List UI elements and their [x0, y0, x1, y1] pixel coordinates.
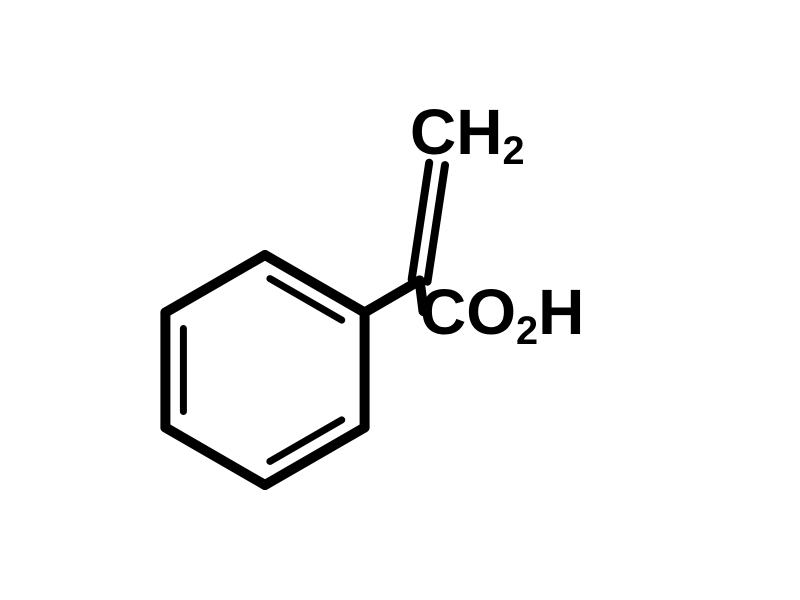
co2h-H: H: [538, 280, 584, 344]
ch2-C: CH: [410, 100, 502, 164]
molecule-svg: [0, 0, 800, 600]
label-ch2: CH2: [410, 100, 525, 172]
molecule-canvas: CH2 CO2H: [0, 0, 800, 600]
label-co2h: CO2H: [420, 280, 584, 352]
co2h-CO: CO: [420, 280, 516, 344]
co2h-sub: 2: [516, 309, 538, 353]
ch2-sub: 2: [502, 129, 524, 173]
